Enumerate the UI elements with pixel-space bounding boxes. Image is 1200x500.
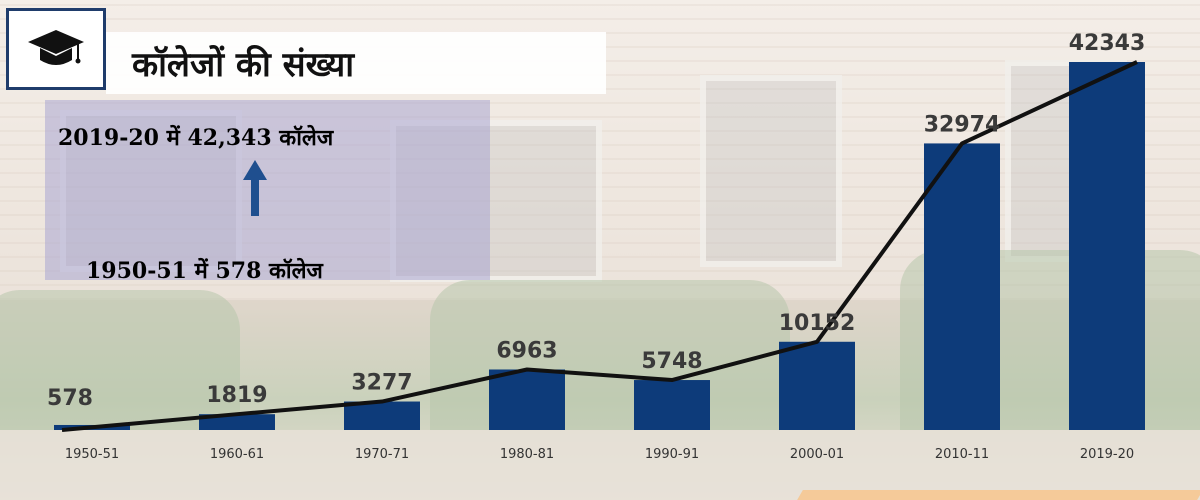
- x-tick-1950-51: 1950-51: [65, 447, 119, 462]
- trend-line: [61, 60, 1138, 432]
- x-tick-1970-71: 1970-71: [355, 447, 409, 462]
- x-tick-1990-91: 1990-91: [645, 447, 699, 462]
- arrow-up-icon: [243, 160, 267, 216]
- data-label-1990-91: 5748: [641, 349, 702, 374]
- x-tick-1960-61: 1960-61: [210, 447, 264, 462]
- data-label-2000-01: 10152: [779, 311, 856, 336]
- data-label-2019-20: 42343: [1069, 31, 1146, 56]
- info-text-1950: 1950-51 में 578 कॉलेज: [86, 258, 323, 284]
- data-label-1980-81: 6963: [496, 338, 557, 363]
- info-text-2019: 2019-20 में 42,343 कॉलेज: [58, 125, 334, 151]
- x-tick-2019-20: 2019-20: [1080, 447, 1134, 462]
- x-tick-2010-11: 2010-11: [935, 447, 989, 462]
- bar-1970-71: [344, 401, 420, 430]
- info-box: [45, 100, 490, 280]
- bar-1990-91: [634, 380, 710, 430]
- graduation-cap-icon: [28, 30, 84, 65]
- bar-1980-81: [489, 369, 565, 430]
- data-label-1970-71: 3277: [351, 371, 412, 396]
- bar-2019-20: [1069, 62, 1145, 430]
- x-tick-1980-81: 1980-81: [500, 447, 554, 462]
- bar-2010-11: [924, 143, 1000, 431]
- x-tick-2000-01: 2000-01: [790, 447, 844, 462]
- bar-1960-61: [199, 414, 275, 430]
- title-icon-box: [6, 8, 106, 90]
- bar-2000-01: [779, 341, 855, 430]
- data-label-2010-11: 32974: [924, 112, 1001, 137]
- data-label-1950-51: 578: [47, 386, 93, 411]
- title-band: [106, 32, 606, 94]
- chart-title: कॉलेजों की संख्या: [132, 45, 354, 85]
- data-label-1960-61: 1819: [206, 383, 267, 408]
